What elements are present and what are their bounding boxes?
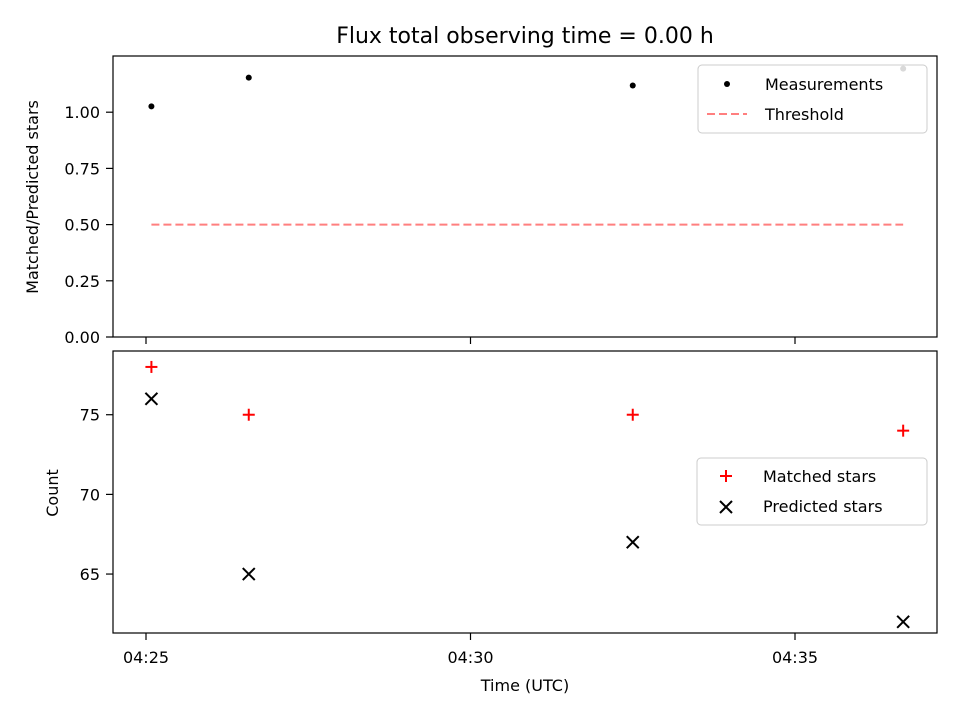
predicted-star-point-0 bbox=[144, 392, 159, 406]
top-legend-box bbox=[697, 64, 928, 134]
bottom-x-ticks: 04:25 04:30 04:35 bbox=[123, 633, 818, 667]
top-y-tick-label-4: 1.00 bbox=[64, 103, 100, 122]
x-tick-label-2: 04:35 bbox=[772, 648, 818, 667]
measurement-point-2 bbox=[629, 82, 636, 89]
top-panel: Matched/Predicted stars 0.00 0.25 0.50 0.75… bbox=[23, 55, 938, 347]
top-legend: Measurements Threshold bbox=[697, 64, 928, 134]
bottom-y-axis-label: Count bbox=[43, 469, 62, 517]
matched-star-point-1 bbox=[242, 408, 255, 421]
predicted-star-point-1 bbox=[242, 567, 256, 581]
predicted-star-point-2 bbox=[626, 535, 640, 549]
bottom-legend-box bbox=[696, 457, 928, 526]
bottom-axes-frame bbox=[112, 350, 938, 634]
top-y-axis-label: Matched/Predicted stars bbox=[23, 100, 42, 294]
legend-matched-marker bbox=[720, 470, 732, 482]
bottom-y-ticks: 65 70 75 bbox=[80, 406, 113, 584]
legend-predicted-label: Predicted stars bbox=[763, 497, 883, 516]
bottom-y-tick-label-0: 65 bbox=[80, 565, 100, 584]
x-tick-label-0: 04:25 bbox=[123, 648, 169, 667]
legend-matched-label: Matched stars bbox=[763, 467, 876, 486]
legend-measurements-marker bbox=[724, 81, 730, 87]
measurement-point-0 bbox=[148, 103, 155, 110]
matched-star-point-3 bbox=[897, 424, 910, 437]
bottom-y-tick-label-2: 75 bbox=[80, 406, 100, 425]
top-y-tick-label-2: 0.50 bbox=[64, 216, 100, 235]
predicted-star-point-3 bbox=[896, 615, 910, 629]
bottom-series bbox=[144, 360, 910, 629]
top-y-tick-label-3: 0.75 bbox=[64, 159, 100, 178]
legend-measurements-label: Measurements bbox=[765, 75, 883, 94]
top-y-tick-label-0: 0.00 bbox=[64, 328, 100, 347]
x-axis-label: Time (UTC) bbox=[480, 676, 569, 695]
top-y-ticks: 0.00 0.25 0.50 0.75 1.00 bbox=[64, 103, 113, 347]
chart-title: Flux total observing time = 0.00 h bbox=[336, 24, 714, 49]
matched-star-point-0 bbox=[145, 360, 158, 373]
top-series bbox=[148, 65, 907, 226]
bottom-y-tick-label-1: 70 bbox=[80, 485, 100, 504]
bottom-legend: Matched stars Predicted stars bbox=[696, 457, 928, 526]
matched-star-point-2 bbox=[626, 408, 639, 421]
legend-threshold-label: Threshold bbox=[764, 105, 844, 124]
top-x-ticks bbox=[145, 337, 796, 344]
x-tick-label-1: 04:30 bbox=[447, 648, 493, 667]
measurement-point-1 bbox=[245, 74, 252, 81]
top-axes-frame bbox=[112, 55, 938, 338]
top-y-tick-label-1: 0.25 bbox=[64, 272, 100, 291]
legend-predicted-marker bbox=[719, 500, 733, 514]
